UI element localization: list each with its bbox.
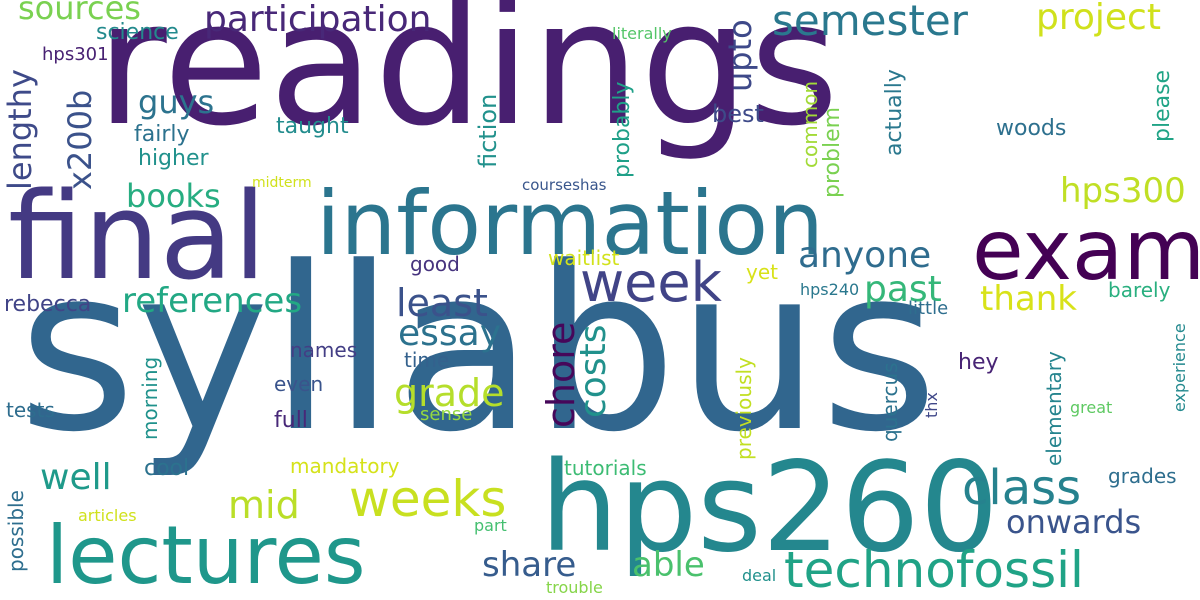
word-possible: possible [4, 490, 28, 572]
word-tutorials: tutorials [564, 456, 647, 480]
word-articles: articles [78, 506, 137, 525]
word-deal: deal [742, 566, 777, 585]
word-grades: grades [1108, 464, 1177, 488]
word-thank: thank [980, 279, 1077, 319]
word-lectures: lectures [46, 509, 366, 600]
word-x200b: x200b [61, 89, 99, 190]
word-tests: tests [6, 398, 55, 422]
word-exam: exam [972, 201, 1200, 299]
word-fiction: fiction [474, 93, 502, 168]
word-time: time [404, 348, 450, 372]
word-thx: thx [922, 392, 941, 418]
word-final: final [8, 168, 267, 307]
word-share: share [482, 545, 577, 585]
word-able: able [632, 545, 705, 585]
word-rebecca: rebecca [4, 292, 92, 317]
word-cool: cool [144, 456, 190, 481]
word-good: good [410, 252, 460, 276]
word-common: common [798, 80, 822, 168]
word-hps300: hps300 [1060, 171, 1186, 211]
word-morning: morning [138, 356, 162, 440]
word-great: great [1070, 398, 1113, 417]
word-sense: sense [420, 404, 473, 425]
word-experience: experience [1170, 323, 1189, 412]
word-part: part [474, 516, 507, 535]
word-least: least [396, 281, 488, 325]
word-books: books [126, 177, 221, 215]
word-full: full [274, 408, 308, 433]
word-lengthy: lengthy [1, 69, 39, 190]
word-anyone: anyone [798, 235, 932, 276]
word-hey: hey [958, 350, 999, 375]
word-week: week [580, 251, 722, 314]
word-midterm: midterm [252, 175, 312, 191]
word-quercus: quercus [878, 362, 902, 442]
word-project: project [1036, 0, 1161, 38]
word-please: please [1150, 69, 1175, 142]
word-fairly: fairly [134, 122, 190, 147]
word-sources: sources [18, 0, 141, 27]
word-probably: probably [610, 81, 635, 178]
word-participation: participation [204, 0, 432, 40]
word-readings: readings [96, 0, 839, 164]
word-well: well [40, 457, 112, 498]
word-upto: upto [721, 19, 759, 92]
word-mandatory: mandatory [290, 454, 400, 478]
word-references: references [122, 281, 303, 321]
word-mid: mid [228, 483, 300, 527]
word-costs: costs [573, 324, 614, 418]
word-technofossil: technofossil [784, 541, 1084, 599]
word-past: past [864, 269, 942, 310]
word-guys: guys [138, 83, 215, 121]
word-class: class [962, 460, 1082, 516]
word-onwards: onwards [1006, 503, 1142, 541]
word-essay: essay [398, 313, 502, 354]
word-higher: higher [138, 146, 209, 171]
word-syllabus: syllabus [18, 219, 939, 482]
word-elementary: elementary [1042, 351, 1066, 466]
word-actually: actually [882, 69, 907, 156]
word-previously: previously [732, 357, 756, 460]
word-courseshas: courseshas [522, 176, 607, 194]
word-grade: grade [394, 371, 505, 415]
word-weeks: weeks [349, 470, 507, 528]
word-information: information [316, 172, 824, 275]
word-problem: problem [820, 106, 845, 198]
word-taught: taught [276, 114, 349, 139]
word-even: even [274, 372, 324, 396]
word-little: little [908, 298, 949, 319]
word-literally: literally [612, 24, 672, 43]
word-waitlist: waitlist [548, 246, 620, 270]
word-names: names [290, 338, 358, 362]
word-trouble: trouble [546, 578, 603, 597]
word-yet: yet [746, 260, 778, 284]
word-hps260: hps260 [540, 436, 999, 580]
word-woods: woods [996, 116, 1067, 141]
word-hps240: hps240 [800, 280, 860, 299]
word-science: science [96, 20, 179, 45]
word-barely: barely [1108, 278, 1171, 302]
word-semester: semester [772, 0, 968, 45]
word-hps301: hps301 [42, 44, 109, 65]
word-best: best [712, 100, 764, 128]
